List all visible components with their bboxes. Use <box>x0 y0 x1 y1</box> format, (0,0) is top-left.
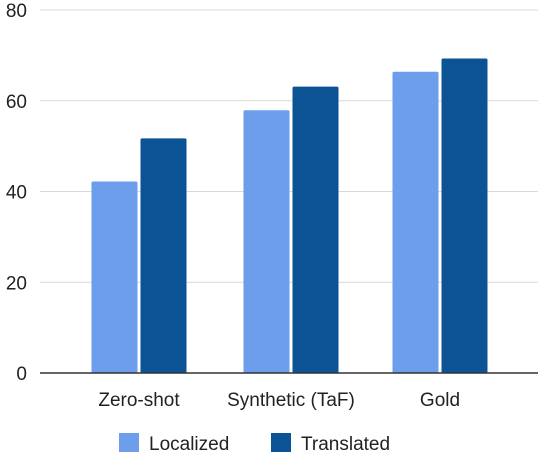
x-category-label: Zero-shot <box>98 390 180 411</box>
legend-label-localized: Localized <box>149 434 229 452</box>
x-axis-category-labels: Zero-shot Synthetic (TaF) Gold <box>98 390 460 411</box>
y-tick-label: 20 <box>6 273 27 294</box>
x-category-label: Synthetic (TaF) <box>227 390 355 411</box>
legend-swatch-localized <box>119 433 139 452</box>
y-axis-ticks: 0 20 40 60 80 <box>6 1 27 385</box>
y-tick-label: 80 <box>6 1 27 22</box>
y-tick-label: 0 <box>16 364 27 385</box>
bar-translated-2 <box>441 58 488 374</box>
y-tick-label: 60 <box>6 92 27 113</box>
bars <box>91 58 488 374</box>
bar-translated-1 <box>292 86 339 373</box>
bar-localized-1 <box>243 110 290 373</box>
legend-swatch-translated <box>271 433 291 452</box>
bar-localized-2 <box>392 71 439 374</box>
legend-label-translated: Translated <box>301 434 390 452</box>
y-tick-label: 40 <box>6 183 27 204</box>
bar-localized-0 <box>91 181 138 373</box>
x-category-label: Gold <box>420 390 460 411</box>
legend: Localized Translated <box>119 433 390 452</box>
bar-translated-0 <box>140 138 187 373</box>
